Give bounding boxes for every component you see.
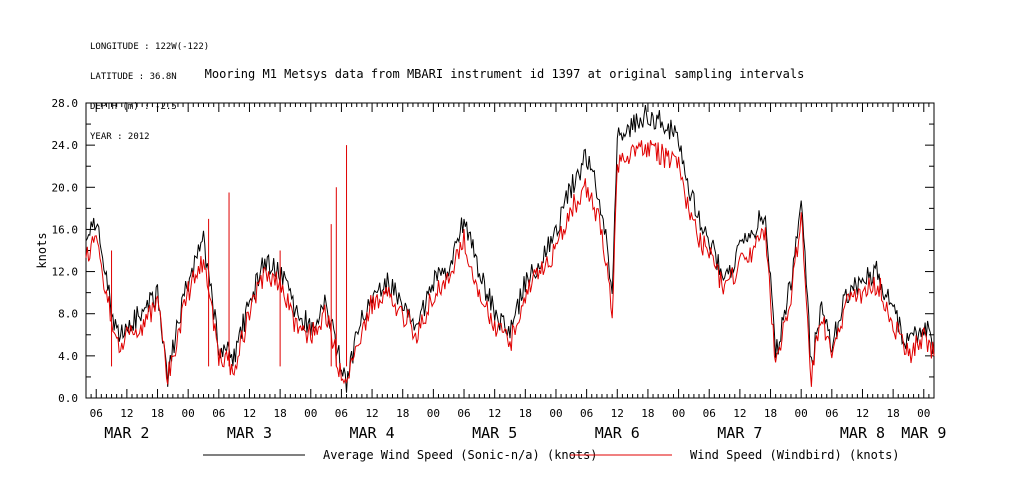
x-hour-label: 06 [703,407,716,420]
x-hour-label: 00 [304,407,317,420]
x-hour-label: 18 [887,407,900,420]
x-day-label: MAR 8 [840,424,885,442]
plot-frame [85,102,935,399]
meta-year: YEAR : 2012 [90,132,150,142]
y-tick-label: 8.0 [58,308,78,321]
x-hour-label: 00 [549,407,562,420]
x-hour-label: 00 [427,407,440,420]
x-hour-label: 00 [182,407,195,420]
x-hour-label: 12 [611,407,624,420]
x-day-label: MAR 3 [227,424,272,442]
x-hour-label: 12 [243,407,256,420]
x-day-label: MAR 9 [901,424,946,442]
legend-label-average: Average Wind Speed (Sonic-n/a) (knots) [323,448,598,462]
x-hour-label: 12 [488,407,501,420]
legend-label-windbird: Wind Speed (Windbird) (knots) [690,448,900,462]
x-hour-label: 00 [917,407,930,420]
x-day-label: MAR 2 [104,424,149,442]
x-hour-label: 18 [273,407,286,420]
x-hour-label: 00 [795,407,808,420]
y-tick-label: 16.0 [52,223,79,236]
y-tick-label: 28.0 [52,97,79,110]
x-hour-label: 18 [764,407,777,420]
x-hour-label: 06 [212,407,225,420]
chart-title: Mooring M1 Metsys data from MBARI instru… [204,67,805,81]
x-hour-label: 12 [733,407,746,420]
y-tick-label: 24.0 [52,139,79,152]
y-tick-label: 4.0 [58,350,78,363]
meta-latitude: LATITUDE : 36.8N [90,72,177,82]
x-hour-label: 06 [825,407,838,420]
meta-block: LONGITUDE : 122W(-122) LATITUDE : 36.8N … [90,22,209,152]
x-hour-label: 06 [90,407,103,420]
x-hour-label: 18 [396,407,409,420]
x-hour-label: 12 [365,407,378,420]
x-day-label: MAR 7 [717,424,762,442]
y-tick-label: 20.0 [52,181,79,194]
x-hour-label: 18 [641,407,654,420]
y-tick-label: 12.0 [52,266,79,279]
series-line-average-wind-speed [85,105,935,393]
x-hour-label: 12 [120,407,133,420]
x-hour-label: 06 [580,407,593,420]
x-day-label: MAR 5 [472,424,517,442]
x-day-label: MAR 6 [595,424,640,442]
x-day-label: MAR 4 [349,424,394,442]
y-tick-label: 0.0 [58,392,78,405]
x-hour-label: 18 [519,407,532,420]
x-hour-label: 06 [335,407,348,420]
x-hour-label: 18 [151,407,164,420]
meta-longitude: LONGITUDE : 122W(-122) [90,42,210,52]
x-hour-label: 00 [672,407,685,420]
x-hour-label: 06 [457,407,470,420]
y-axis-label: knots [35,232,49,268]
x-hour-label: 12 [856,407,869,420]
series-line-windbird-wind-speed [85,140,935,387]
